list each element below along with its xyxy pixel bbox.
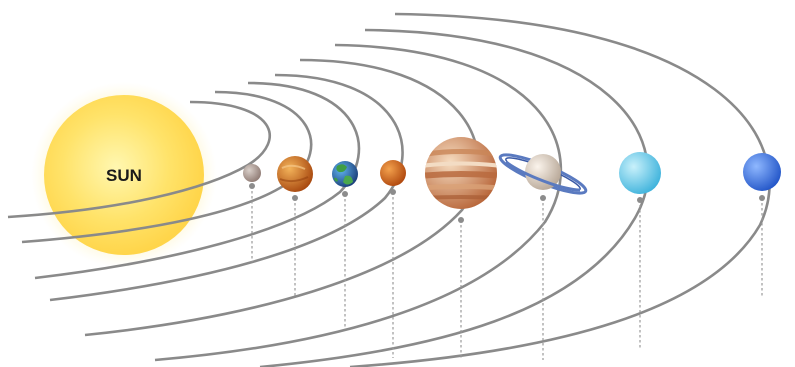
- pin-uranus: [637, 197, 643, 203]
- venus-icon: [277, 156, 313, 192]
- sun-label: SUN: [106, 166, 142, 185]
- pin-saturn: [540, 195, 546, 201]
- orbit-mars: [49, 73, 404, 302]
- orbit-saturn: [154, 43, 563, 362]
- sun: SUN: [31, 82, 217, 268]
- pin-mercury: [249, 183, 255, 189]
- pin-mars: [390, 189, 396, 195]
- mars-icon: [380, 160, 406, 186]
- neptune-icon: [743, 153, 781, 191]
- jupiter-icon: [425, 137, 497, 209]
- orbit-uranus: [259, 28, 650, 367]
- planets: [243, 137, 781, 209]
- saturn-icon: [498, 153, 588, 195]
- orbit-jupiter: [84, 58, 480, 337]
- drop-lines: [251, 186, 763, 360]
- pin-venus: [292, 195, 298, 201]
- pin-neptune: [759, 195, 765, 201]
- pins: [249, 183, 765, 223]
- pin-earth: [342, 191, 348, 197]
- orbit-earth: [34, 81, 361, 280]
- orbits: [7, 12, 771, 367]
- pin-jupiter: [458, 217, 464, 223]
- orbit-neptune: [349, 12, 771, 367]
- earth-icon: [332, 161, 358, 187]
- uranus-icon: [619, 152, 661, 194]
- mercury-icon: [243, 164, 261, 182]
